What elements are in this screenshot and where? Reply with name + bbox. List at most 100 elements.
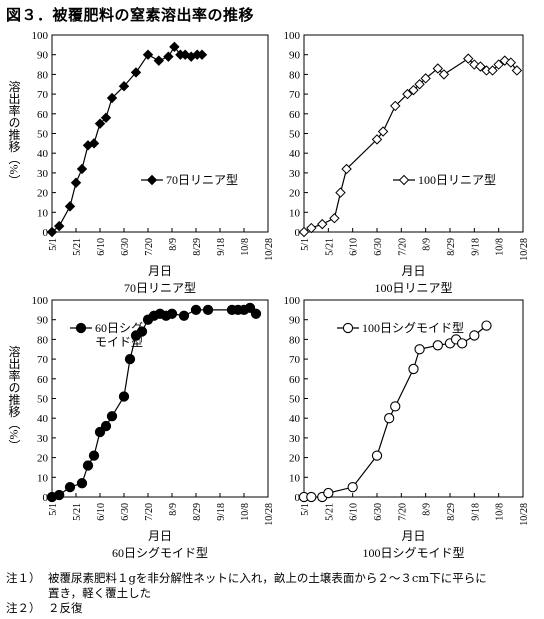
y-tick-label: 20 bbox=[37, 188, 49, 200]
x-axis-label: 月日 bbox=[148, 264, 172, 278]
data-point bbox=[82, 460, 94, 471]
x-tick-label: 6/10 bbox=[96, 238, 107, 256]
x-tick-label: 9/18 bbox=[216, 503, 227, 521]
data-point bbox=[469, 330, 480, 341]
y-tick-label: 50 bbox=[289, 129, 301, 141]
y-tick-label: 50 bbox=[289, 394, 301, 406]
data-point bbox=[142, 49, 154, 60]
legend-text: 70日リニア型 bbox=[166, 173, 238, 187]
data-point bbox=[481, 320, 492, 331]
data-point bbox=[463, 53, 474, 64]
series-line bbox=[51, 45, 202, 233]
data-point bbox=[511, 65, 523, 76]
data-point bbox=[323, 487, 334, 499]
y-tick-label: 40 bbox=[37, 413, 49, 425]
x-tick-label: 6/10 bbox=[349, 238, 360, 256]
data-point bbox=[202, 304, 214, 315]
x-tick-label: 10/28 bbox=[264, 238, 275, 261]
data-point bbox=[106, 92, 118, 104]
data-point bbox=[54, 489, 65, 501]
data-point bbox=[390, 100, 401, 112]
chart-panel-1: 0 10 20 30 40 50 60 70 80 90 100 5/1 5/21 6/10 6/30 7/2… bbox=[7, 30, 275, 295]
y-tick-label: 40 bbox=[289, 148, 301, 160]
x-tick-label: 5/21 bbox=[324, 238, 335, 256]
x-axis-label: 月日 bbox=[401, 529, 425, 543]
y-tick-label: 0 bbox=[43, 492, 49, 504]
y-tick-label: 10 bbox=[37, 472, 49, 484]
data-point bbox=[438, 69, 450, 80]
x-tick-label: 6/10 bbox=[349, 503, 360, 521]
y-tick-label: 70 bbox=[37, 89, 49, 101]
y-tick-label: 80 bbox=[37, 334, 49, 346]
footnote-1-continuation: 置き，軽く覆土した bbox=[48, 586, 152, 600]
data-point bbox=[94, 426, 106, 438]
legend-text: 100日リニア型 bbox=[418, 173, 496, 187]
x-tick-label: 8/9 bbox=[422, 503, 433, 516]
x-tick-label: 5/1 bbox=[300, 503, 311, 516]
series-line bbox=[51, 307, 257, 498]
data-point bbox=[46, 226, 58, 238]
data-point bbox=[64, 201, 76, 212]
data-point bbox=[250, 308, 262, 319]
y-tick-label: 90 bbox=[37, 315, 49, 327]
y-tick-label: 100 bbox=[284, 30, 301, 42]
series-line bbox=[303, 57, 518, 233]
y-tick-label: 0 bbox=[295, 227, 301, 239]
x-tick-label: 10/8 bbox=[240, 238, 251, 256]
footnote-2-label: 注２） bbox=[6, 601, 41, 615]
data-point bbox=[196, 49, 208, 60]
x-tick-label: 10/28 bbox=[519, 503, 530, 526]
y-tick-label: 20 bbox=[289, 453, 301, 465]
y-tick-label: 60 bbox=[37, 374, 49, 386]
chart-caption: 100日リニア型 bbox=[374, 281, 452, 295]
data-point bbox=[166, 308, 178, 319]
data-point bbox=[76, 478, 88, 489]
data-point bbox=[118, 81, 130, 92]
x-tick-label: 10/8 bbox=[495, 503, 506, 521]
data-point bbox=[384, 413, 395, 424]
data-point bbox=[420, 73, 431, 84]
data-point bbox=[163, 51, 174, 62]
data-point bbox=[118, 391, 130, 402]
x-tick-label: 8/29 bbox=[446, 503, 457, 521]
figure-title: 図３．被覆肥料の窒素溶出率の推移 bbox=[6, 6, 255, 24]
x-tick-label: 6/10 bbox=[96, 503, 107, 521]
y-tick-label: 60 bbox=[37, 109, 49, 121]
chart-caption: 100日シグモイド型 bbox=[362, 546, 464, 560]
y-tick-label: 30 bbox=[289, 433, 301, 445]
legend-text: 100日シグモイド型 bbox=[362, 321, 464, 335]
x-tick-label: 8/29 bbox=[192, 238, 203, 256]
y-tick-label: 90 bbox=[37, 50, 49, 62]
x-tick-label: 5/1 bbox=[48, 503, 59, 516]
x-tick-label: 5/21 bbox=[72, 503, 83, 521]
x-tick-label: 10/8 bbox=[495, 238, 506, 256]
x-tick-label: 5/1 bbox=[48, 238, 59, 251]
x-tick-label: 8/29 bbox=[192, 503, 203, 521]
chart-panel-4: 0 10 20 30 40 50 60 70 80 90 100 5/1 5/21 6/10 6/30 7/2… bbox=[284, 295, 531, 560]
data-point bbox=[244, 302, 256, 314]
x-tick-label: 10/8 bbox=[240, 503, 251, 521]
data-point bbox=[106, 411, 118, 422]
data-point bbox=[76, 163, 88, 175]
y-tick-label: 10 bbox=[289, 207, 301, 219]
x-tick-label: 7/20 bbox=[144, 238, 155, 256]
x-tick-label: 8/29 bbox=[446, 238, 457, 256]
y-tick-label: 0 bbox=[295, 492, 301, 504]
y-tick-label: 70 bbox=[289, 354, 301, 366]
data-point bbox=[306, 491, 317, 503]
data-point bbox=[377, 126, 389, 137]
y-tick-label: 0 bbox=[43, 227, 49, 239]
y-axis-label: 溶出率の推移（%） bbox=[7, 79, 21, 186]
x-tick-label: 5/1 bbox=[300, 238, 311, 251]
y-tick-label: 90 bbox=[289, 50, 301, 62]
data-point bbox=[88, 138, 100, 149]
data-point bbox=[457, 338, 468, 349]
data-point bbox=[408, 363, 419, 375]
data-point bbox=[190, 304, 202, 315]
x-tick-label: 8/9 bbox=[422, 238, 433, 251]
data-point bbox=[178, 310, 190, 321]
x-tick-label: 7/20 bbox=[397, 238, 408, 256]
data-point bbox=[329, 213, 340, 224]
footnote-1: 注１） 被覆尿素肥料１gを非分解性ネットに入れ，畝上の土壌表面から２～３cm下に平… bbox=[6, 571, 536, 601]
x-tick-label: 6/30 bbox=[120, 503, 131, 521]
